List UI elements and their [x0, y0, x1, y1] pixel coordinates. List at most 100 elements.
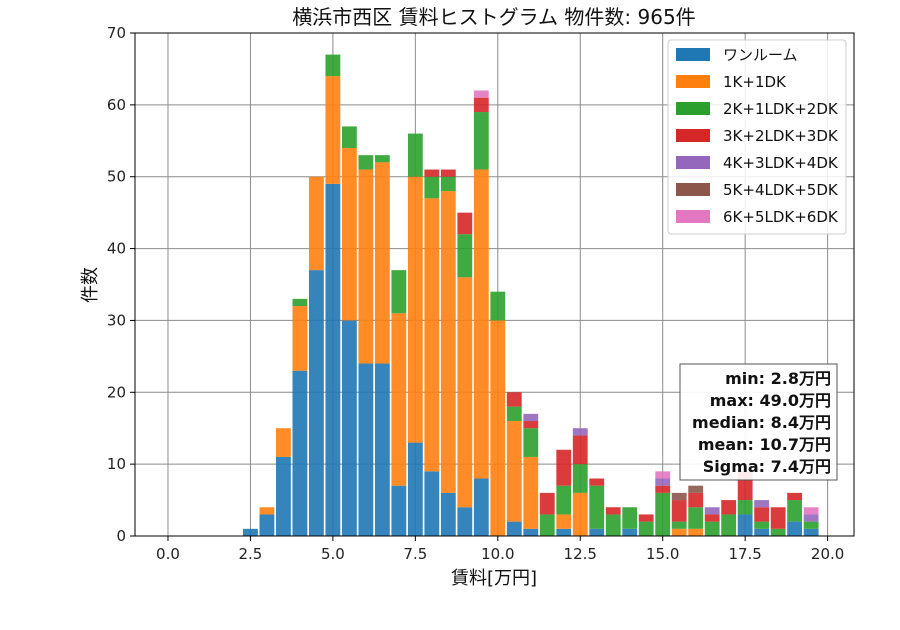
bar-segment: [506, 521, 522, 536]
bar-segment: [523, 456, 539, 529]
x-tick-label: 0.0: [156, 545, 180, 563]
bar-segment: [671, 500, 687, 522]
stats-line: median: 8.4万円: [692, 413, 831, 432]
bar-segment: [440, 176, 456, 192]
bar-segment: [688, 492, 704, 508]
stats-line: mean: 10.7万円: [698, 435, 831, 454]
bar-segment: [506, 421, 522, 522]
chart-title: 横浜市西区 賃料ヒストグラム 物件数: 965件: [292, 5, 695, 29]
bar-segment: [391, 270, 407, 314]
stats-line: min: 2.8万円: [725, 369, 831, 388]
bar-segment: [754, 507, 770, 522]
bar-segment: [803, 521, 819, 529]
y-tick-label: 40: [107, 240, 126, 258]
bar-segment: [325, 183, 341, 536]
stats-line: max: 49.0万円: [710, 391, 831, 410]
bar-segment: [803, 528, 819, 536]
bar-segment: [473, 97, 489, 113]
legend-box: [667, 39, 847, 235]
bar-segment: [308, 176, 324, 271]
legend-label: 5K+4LDK+5DK: [723, 181, 839, 199]
bar-segment: [638, 521, 654, 536]
legend-label: 6K+5LDK+6DK: [723, 208, 839, 226]
bar-segment: [424, 176, 440, 199]
bar-segment: [622, 528, 638, 536]
stats-box: min: 2.8万円 max: 49.0万円 median: 8.4万円 mean: …: [679, 363, 838, 481]
bar-segment: [457, 507, 473, 536]
bar-segment: [473, 90, 489, 98]
bar-segment: [325, 76, 341, 184]
legend-swatch: [676, 156, 710, 169]
bar-segment: [457, 277, 473, 508]
bar-segment: [572, 492, 588, 536]
bars: [243, 54, 819, 536]
bar-segment: [374, 162, 390, 364]
bar-segment: [539, 492, 555, 515]
bar-segment: [655, 492, 671, 536]
bar-segment: [770, 528, 786, 536]
bar-segment: [572, 428, 588, 436]
y-tick-label: 30: [107, 311, 126, 329]
bar-segment: [539, 514, 555, 536]
y-tick-label: 60: [107, 96, 126, 114]
legend: ワンルーム 1K+1DK 2K+1LDK+2DK 3K+2LDK+3DK 4K+3LDK…: [667, 39, 847, 235]
bar-segment: [704, 507, 720, 515]
bar-segment: [754, 500, 770, 508]
bar-segment: [787, 492, 803, 501]
bar-segment: [770, 507, 786, 529]
y-tick-label: 20: [107, 383, 126, 401]
x-tick-label: 17.5: [728, 545, 761, 563]
bar-segment: [655, 471, 671, 479]
legend-label: 4K+3LDK+4DK: [723, 154, 839, 172]
bar-segment: [754, 528, 770, 536]
bar-segment: [572, 435, 588, 465]
y-axis-title: 件数: [80, 267, 101, 303]
bar-segment: [721, 514, 737, 536]
bar-segment: [556, 485, 572, 515]
bar-segment: [358, 155, 374, 170]
bar-segment: [341, 126, 357, 148]
legend-swatch: [676, 129, 710, 142]
bar-segment: [688, 507, 704, 529]
x-axis: 0.0 2.5 5.0 7.5 10.0 12.5 15.0 17.5 20.0: [156, 536, 844, 563]
bar-segment: [589, 485, 605, 529]
bar-segment: [787, 521, 803, 536]
bar-segment: [424, 169, 440, 177]
legend-swatch: [676, 183, 710, 196]
bar-segment: [721, 500, 737, 515]
bar-segment: [737, 500, 753, 515]
legend-label: 2K+1LDK+2DK: [723, 100, 839, 118]
bar-segment: [803, 514, 819, 522]
y-tick-label: 70: [107, 24, 126, 42]
bar-segment: [655, 478, 671, 486]
bar-segment: [688, 485, 704, 493]
bar-segment: [803, 507, 819, 515]
bar-segment: [374, 363, 390, 536]
bar-segment: [754, 521, 770, 529]
bar-segment: [325, 54, 341, 77]
bar-segment: [589, 478, 605, 486]
bar-segment: [655, 485, 671, 493]
legend-swatch: [676, 75, 710, 88]
legend-label: 3K+2LDK+3DK: [723, 127, 839, 145]
bar-segment: [589, 528, 605, 536]
bar-segment: [259, 514, 275, 536]
bar-segment: [523, 428, 539, 457]
bar-segment: [391, 313, 407, 486]
bar-segment: [473, 478, 489, 536]
x-tick-label: 10.0: [481, 545, 514, 563]
bar-segment: [638, 514, 654, 522]
y-axis: 0 10 20 30 40 50 60 70: [107, 24, 135, 545]
bar-segment: [358, 363, 374, 536]
bar-segment: [440, 492, 456, 536]
bar-segment: [737, 514, 753, 536]
x-tick-label: 7.5: [403, 545, 427, 563]
bar-segment: [704, 521, 720, 536]
bar-segment: [243, 528, 258, 536]
bar-segment: [259, 507, 275, 515]
bar-segment: [523, 421, 539, 429]
bar-segment: [671, 528, 687, 536]
y-tick-label: 0: [116, 527, 126, 545]
legend-swatch: [676, 102, 710, 115]
